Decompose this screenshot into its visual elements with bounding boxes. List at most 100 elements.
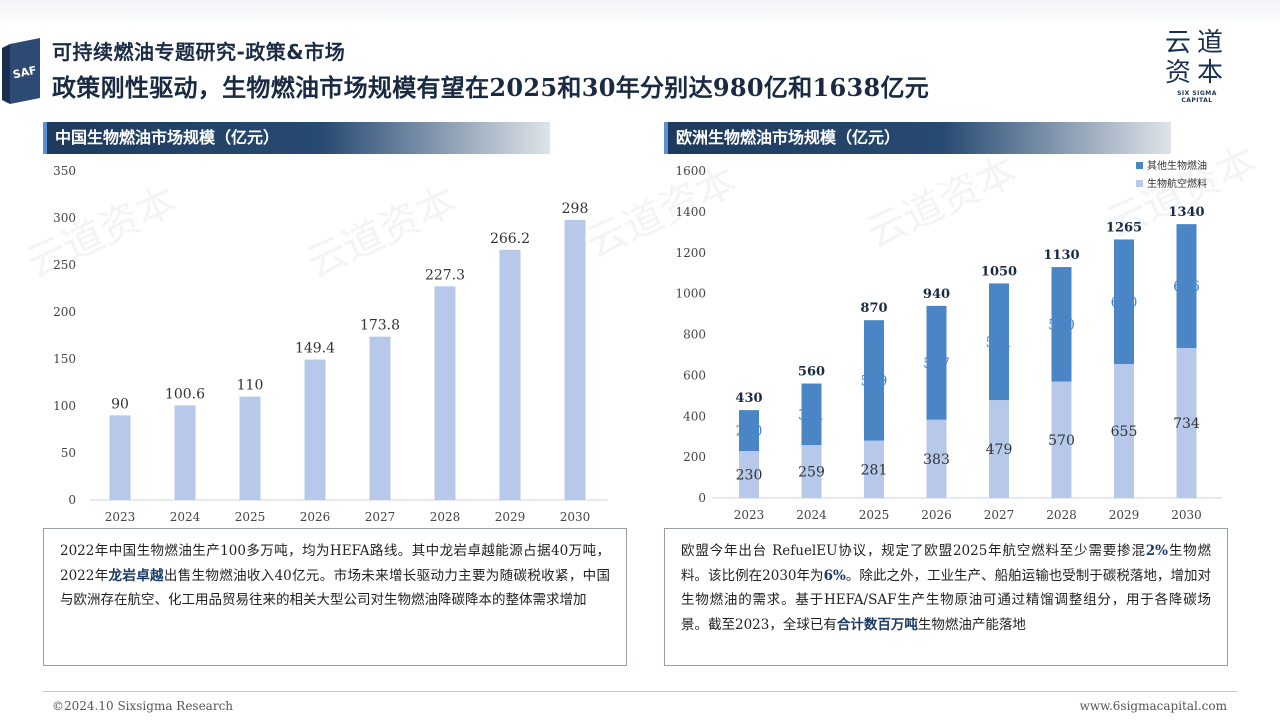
highlight-text: 合计数百万吨 [836,616,918,633]
bar-segment-aviation [926,419,947,498]
x-tick-label: 2027 [984,508,1015,522]
bar [499,249,521,500]
logo-line1: 云道 [1164,28,1229,58]
y-tick-label: 200 [683,450,706,464]
total-label: 560 [798,365,825,380]
total-label: 430 [735,391,762,406]
header-accent [664,122,668,154]
bar [564,219,586,500]
text-segment: 出售生物燃油收入40亿元。市场未来增长驱动力主要为随碳税收紧，中国与欧洲存在航空… [60,567,611,609]
footer-website: www.6sigmacapital.com [1079,699,1227,713]
highlight-text: 2% [1145,543,1169,559]
bar-segment-other [989,283,1009,401]
total-label: 1130 [1043,248,1079,263]
y-tick-label: 1600 [675,164,706,178]
segment-label-other: 610 [1111,295,1138,311]
bar-segment-other [801,383,822,446]
y-tick-label: 150 [53,352,76,366]
text-segment: 。除此之外，工业生产、船舶运输也受制于碳税落地，增加对生物燃油的需求。基于HEF… [681,567,1212,633]
text-segment: 生物燃料。该比例在2030年为 [681,543,1212,584]
data-label: 100.6 [165,386,205,402]
legend-label: 生物航空燃料 [1147,177,1207,190]
page-title: 政策刚性驱动，生物燃油市场规模有望在2025和30年分别达980亿和1638亿元 [52,73,930,102]
bar [304,359,326,500]
x-tick-label: 2028 [430,510,461,524]
x-tick-label: 2026 [921,508,952,522]
data-label: 266.2 [490,231,530,247]
x-tick-label: 2024 [796,508,827,522]
footer-copyright: ©2024.10 Sixsigma Research [52,699,234,713]
right-panel-title: 欧洲生物燃油市场规模（亿元） [676,128,901,147]
segment-label-other: 560 [1048,317,1075,333]
data-label: 298 [562,201,589,217]
segment-label-other: 589 [861,373,888,389]
y-tick-label: 600 [683,368,706,382]
bar-segment-other [926,305,947,420]
saf-badge-label: SAF [12,64,38,82]
bar [174,405,196,500]
legend-swatch [1136,162,1143,169]
bar-segment-aviation [1114,364,1134,498]
y-tick-label: 300 [53,211,76,225]
charts-canvas: 0 50 100 150 200 250 300 350 90 2023 100.6 2024 110 2… [53,159,1222,524]
text-segment: 欧盟今年出台 RefuelEU协议，规定了欧盟2025年航空燃料至少需要掺混 [681,543,1146,559]
x-tick-label: 2029 [495,510,526,524]
bar-segment-other [739,410,759,451]
bar-segment-aviation [989,400,1009,498]
company-logo: 云道 资本 SIX SIGMA CAPITAL [1162,28,1232,104]
data-label: 173.8 [360,318,400,334]
bar-segment-aviation [1176,347,1197,498]
highlight-text: 6% [823,567,846,584]
text-segment: 生物燃油产能落地 [917,616,1026,633]
header-accent [43,122,47,154]
x-tick-label: 2025 [235,510,266,524]
x-tick-label: 2026 [300,510,331,524]
segment-label-aviation: 259 [798,465,825,481]
bar [434,286,456,500]
saf-badge-icon: SAF [2,38,40,104]
bar-segment-other [864,320,884,441]
y-tick-label: 0 [698,491,706,505]
europe-market-note: 欧盟今年出台 RefuelEU协议，规定了欧盟2025年航空燃料至少需要掺混2%… [664,528,1228,666]
bar [109,415,131,500]
legend-swatch [1136,180,1143,187]
y-tick-label: 100 [53,399,76,413]
data-label: 227.3 [425,267,465,283]
segment-label-aviation: 734 [1173,416,1200,432]
y-tick-label: 50 [61,446,76,460]
bar-segment-aviation [864,440,884,498]
segment-label-aviation: 479 [986,442,1013,458]
x-tick-label: 2024 [170,510,201,524]
segment-label-aviation: 281 [861,462,888,478]
total-label: 1340 [1168,205,1204,220]
y-tick-label: 1400 [675,205,706,219]
x-tick-label: 2030 [1171,508,1202,522]
bar [239,396,261,500]
legend-label: 其他生物燃油 [1147,159,1207,172]
bar-segment-aviation [739,450,759,498]
bar-segment-other [1051,267,1072,382]
x-tick-label: 2025 [859,508,890,522]
data-label: 149.4 [295,341,335,357]
segment-label-other: 557 [923,356,950,372]
logo-line2: 资本 [1164,58,1229,88]
segment-label-other: 606 [1173,279,1200,295]
y-tick-label: 1000 [675,287,706,301]
bar-segment-aviation [1051,381,1072,498]
left-panel-header: 中国生物燃油市场规模（亿元） [43,122,550,154]
logo-en: SIX SIGMA CAPITAL [1177,90,1217,104]
y-tick-label: 1200 [675,246,706,260]
page-subtitle: 可持续燃油专题研究-政策&市场 [52,40,346,64]
total-label: 1050 [981,264,1017,279]
right-panel-header: 欧洲生物燃油市场规模（亿元） [664,122,1171,154]
china-market-note: 2022年中国生物燃油生产100多万吨，均为HEFA路线。其中龙岩卓越能源占据4… [43,528,627,666]
x-tick-label: 2028 [1046,508,1077,522]
segment-label-other: 200 [736,424,763,440]
bar-segment-other [1114,239,1134,365]
y-tick-label: 200 [53,305,76,319]
left-panel-title: 中国生物燃油市场规模（亿元） [55,128,280,147]
total-label: 1265 [1106,220,1142,235]
top-band [0,0,1280,26]
y-tick-label: 0 [68,493,76,507]
segment-label-aviation: 383 [923,452,950,468]
